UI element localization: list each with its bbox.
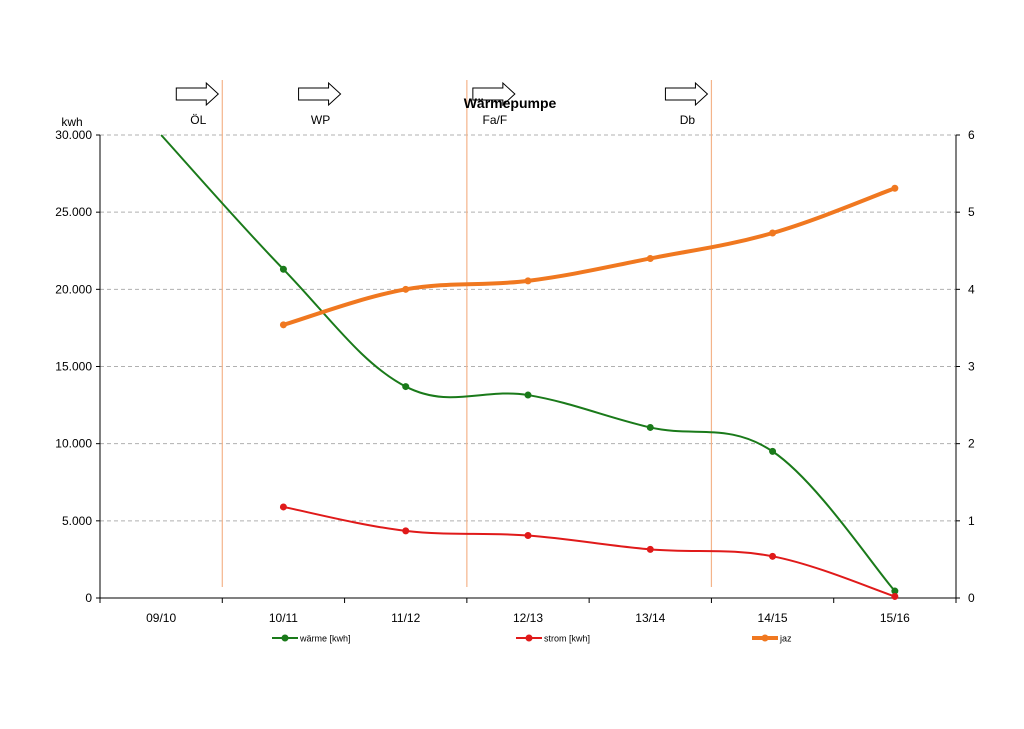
data-point	[279, 321, 287, 329]
series-line	[160, 134, 896, 592]
series	[160, 134, 899, 600]
y-left-tick-label: 20.000	[55, 282, 92, 296]
legend-marker	[281, 634, 289, 642]
data-point	[279, 503, 287, 511]
event-markers: ÖL WP Fa/F Db	[175, 80, 713, 587]
legend-label: strom [kwh]	[544, 634, 590, 644]
data-point	[646, 254, 654, 262]
chart-header: Wärmepumpe kwh	[61, 95, 556, 129]
y-left-tick-label: 0	[85, 591, 92, 605]
y-right-tick-label: 1	[968, 514, 975, 528]
x-tick-label: 10/11	[269, 611, 298, 625]
data-point	[402, 383, 410, 391]
legend-label: jaz	[779, 634, 792, 644]
event-label: Fa/F	[483, 113, 508, 127]
axes: 0 0 5.000 1 10.000 2 15.000 3 20.000 4 25.000 5 30.0…	[55, 128, 975, 625]
y-right-tick-label: 5	[968, 205, 975, 219]
y-left-axis-label: kwh	[61, 115, 82, 129]
data-point	[402, 285, 410, 293]
data-point	[891, 592, 899, 600]
event-label: ÖL	[190, 113, 206, 127]
y-left-tick-label: 30.000	[55, 128, 92, 142]
y-left-tick-label: 15.000	[55, 360, 92, 374]
event-arrow-icon	[298, 81, 342, 107]
y-right-tick-label: 4	[968, 282, 975, 296]
chart-title: Wärmepumpe	[464, 95, 557, 111]
y-left-tick-label: 5.000	[62, 514, 92, 528]
x-tick-label: 12/13	[513, 611, 543, 625]
grid-lines	[100, 134, 956, 522]
y-left-tick-label: 25.000	[55, 205, 92, 219]
legend-marker	[761, 634, 769, 642]
data-point	[524, 391, 532, 399]
event-label: WP	[311, 113, 330, 127]
series-line	[283, 505, 896, 598]
y-right-tick-label: 6	[968, 128, 975, 142]
legend-marker	[525, 634, 533, 642]
y-left-tick-label: 10.000	[55, 437, 92, 451]
event-arrow-icon	[664, 81, 709, 107]
x-tick-label: 13/14	[635, 611, 665, 625]
data-point	[769, 447, 777, 455]
series-line	[282, 186, 896, 327]
data-point	[891, 184, 899, 192]
event-arrow-icon	[472, 81, 516, 107]
y-right-tick-label: 0	[968, 591, 975, 605]
data-point	[524, 531, 532, 539]
x-tick-label: 14/15	[758, 611, 788, 625]
x-tick-label: 11/12	[391, 611, 420, 625]
data-point	[524, 277, 532, 285]
data-point	[402, 527, 410, 535]
legend-label: wärme [kwh]	[299, 634, 351, 644]
data-point	[769, 552, 777, 560]
event-arrow-icon	[175, 81, 220, 107]
y-right-tick-label: 3	[968, 360, 975, 374]
data-point	[769, 229, 777, 237]
y-right-tick-label: 2	[968, 437, 975, 451]
event-label: Db	[680, 113, 696, 127]
x-tick-label: 15/16	[880, 611, 910, 625]
data-point	[279, 265, 287, 273]
data-point	[646, 423, 654, 431]
data-point	[891, 587, 899, 595]
x-tick-label: 09/10	[146, 611, 176, 625]
data-point	[646, 545, 654, 553]
legend: wärme [kwh] strom [kwh] jaz	[272, 634, 792, 644]
